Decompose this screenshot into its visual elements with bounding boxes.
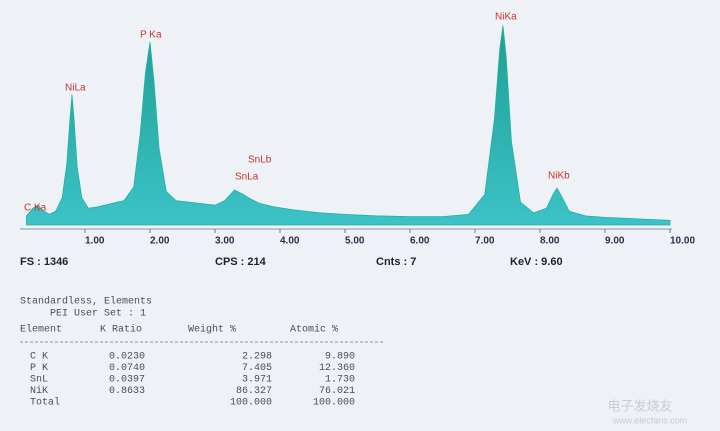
peak-label: C Ka	[24, 203, 47, 214]
peak-label: SnLa	[235, 172, 259, 183]
status-item: KeV : 9.60	[510, 256, 563, 268]
table-cell: 2.298	[242, 352, 272, 363]
x-tick-label: 6.00	[410, 236, 430, 247]
table-cell: SnL	[30, 375, 48, 386]
peak-label: NiKb	[548, 171, 570, 182]
table-cell: C K	[30, 352, 48, 363]
table-cell: 0.0740	[109, 363, 145, 374]
table-total-atomic: 100.000	[313, 398, 355, 409]
table-cell: 9.890	[325, 352, 355, 363]
x-tick-label: 2.00	[150, 236, 170, 247]
table-cell: 0.8633	[109, 386, 145, 397]
status-item: FS : 1346	[20, 256, 68, 268]
table-header: K Ratio	[100, 324, 142, 336]
peak-label: NiKa	[495, 12, 517, 23]
watermark-url: www.elecfans.com	[612, 415, 688, 425]
x-tick-label: 1.00	[85, 236, 105, 247]
table-cell: 12.360	[319, 363, 355, 374]
x-tick-label: 4.00	[280, 236, 300, 247]
status-item: Cnts : 7	[376, 256, 416, 268]
table-cell: 3.971	[242, 375, 272, 386]
table-total-label: Total	[30, 397, 60, 409]
watermark-name: 电子发烧友	[607, 398, 672, 413]
spectrum-area	[26, 25, 671, 226]
x-tick-label: 7.00	[475, 236, 495, 247]
table-cell: 1.730	[325, 375, 355, 386]
x-tick-label: 3.00	[215, 236, 235, 247]
table-cell: P K	[30, 363, 48, 374]
table-subtitle: PEI User Set : 1	[50, 309, 146, 320]
table-title: Standardless, Elements	[20, 296, 152, 308]
table-header: Element	[20, 324, 62, 336]
x-tick-label: 10.00	[670, 236, 695, 247]
table-cell: 0.0397	[109, 375, 145, 386]
table-cell: 86.327	[236, 386, 272, 397]
table-header: Weight %	[188, 324, 236, 336]
x-tick-label: 8.00	[540, 236, 560, 247]
table-cell: 7.405	[242, 363, 272, 374]
table-total-weight: 100.000	[230, 398, 272, 409]
x-tick-label: 9.00	[605, 236, 625, 247]
x-tick-label: 5.00	[345, 236, 365, 247]
table-cell: 0.0230	[109, 352, 145, 363]
peak-label: NiLa	[65, 83, 86, 94]
table-header: Atomic %	[290, 324, 338, 336]
peak-label: P Ka	[140, 30, 162, 41]
table-cell: NiK	[30, 385, 48, 397]
peak-label: SnLb	[248, 155, 272, 166]
table-cell: 76.021	[319, 386, 355, 397]
status-item: CPS : 214	[215, 256, 267, 268]
